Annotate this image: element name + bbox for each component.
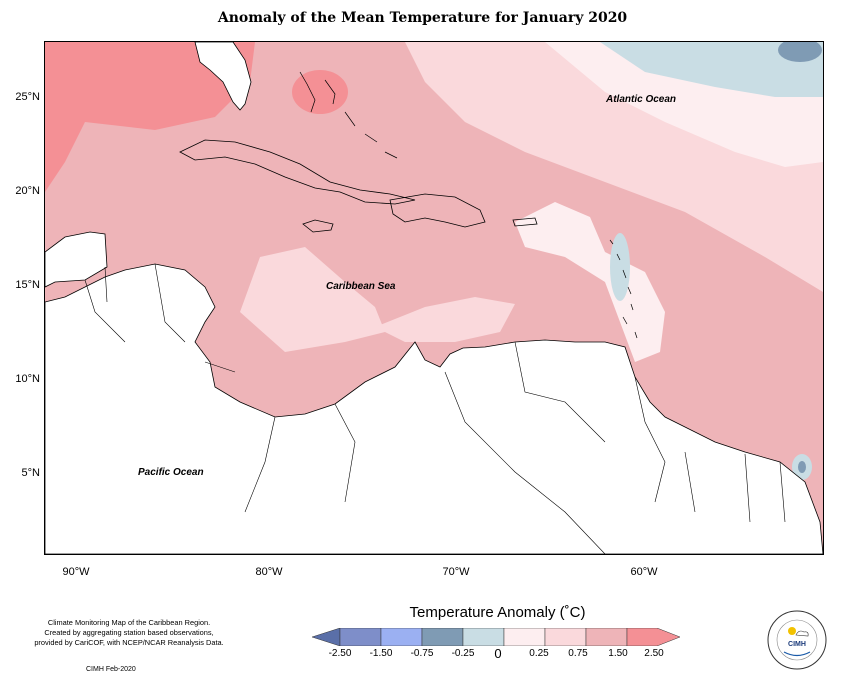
pacific-ocean-label: Pacific Ocean: [138, 467, 204, 478]
legend-swatch-7: [585, 628, 628, 646]
light-anomaly-central: [240, 247, 385, 352]
atlantic-ocean-label: Atlantic Ocean: [606, 94, 677, 105]
country-borders: [84, 263, 786, 554]
legend-swatch-1: [339, 628, 382, 646]
lesser-antilles-outline: [609, 239, 638, 339]
lon-tick-60w: 60°W: [630, 566, 658, 578]
legend-label-1: -1.50: [369, 648, 393, 659]
lat-tick-25n: 25°N: [15, 91, 40, 103]
legend-swatch-2: [380, 628, 423, 646]
credit-text: Climate Monitoring Map of the Caribbean …: [14, 618, 244, 648]
florida-landmass: [194, 42, 252, 111]
cooler-anomaly-atlantic: [778, 42, 822, 62]
legend-label-7: 1.50: [608, 648, 628, 659]
legend-swatch-4: [462, 628, 505, 646]
legend-label-8: 2.50: [644, 648, 664, 659]
legend-swatch-5: [503, 628, 546, 646]
hispaniola-outline: [389, 193, 486, 228]
strong-anomaly-bahamas: [292, 70, 348, 114]
legend-swatch-8: [626, 628, 681, 646]
logo-text: CIMH: [788, 641, 806, 648]
legend-label-4: 0: [494, 646, 502, 661]
cimh-logo: CIMH: [767, 610, 827, 670]
legend-swatch-6: [544, 628, 587, 646]
credit-line-3: provided by CariCOF, with NCEP/NCAR Rean…: [34, 638, 224, 647]
map-title: Anomaly of the Mean Temperature for Janu…: [217, 10, 628, 26]
legend-swatch-3: [421, 628, 464, 646]
lon-tick-80w: 80°W: [255, 566, 283, 578]
wave-icon: [783, 651, 811, 657]
legend-label-2: -0.75: [410, 648, 434, 659]
legend-label-0: -2.50: [328, 648, 352, 659]
legend-label-5: 0.25: [529, 648, 549, 659]
credit-line-2: Created by aggregating station based obs…: [44, 628, 214, 637]
central-south-america: [45, 263, 823, 554]
light-anomaly-antilles: [515, 202, 665, 362]
legend-swatch-0: [312, 628, 341, 646]
lat-tick-20n: 20°N: [15, 185, 40, 197]
credit-line-1: Climate Monitoring Map of the Caribbean …: [47, 618, 211, 627]
cooler-anomaly-guiana: [798, 461, 806, 473]
jamaica-outline: [302, 219, 334, 233]
lon-tick-70w: 70°W: [442, 566, 470, 578]
puerto-rico-outline: [512, 217, 538, 227]
cloud-icon: [795, 630, 809, 637]
cool-anomaly-atlantic: [600, 42, 823, 97]
legend-title: Temperature Anomaly (˚C): [409, 604, 586, 621]
strong-anomaly-gulf: [45, 42, 255, 192]
light-anomaly-south: [375, 297, 515, 342]
sun-icon: [788, 627, 796, 635]
anomaly-map: [45, 42, 823, 554]
caribbean-sea-label: Caribbean Sea: [326, 281, 396, 292]
cuba-outline: [179, 139, 416, 205]
legend-label-6: 0.75: [568, 648, 588, 659]
cool-anomaly-antilles: [610, 233, 630, 301]
bahamas-outline: [299, 71, 398, 159]
credit-date: CIMH Feb-2020: [86, 666, 136, 673]
legend-label-3: -0.25: [451, 648, 475, 659]
lat-tick-5n: 5°N: [21, 467, 40, 479]
lon-tick-90w: 90°W: [62, 566, 90, 578]
lat-tick-10n: 10°N: [15, 373, 40, 385]
lat-tick-15n: 15°N: [15, 279, 40, 291]
map-frame: [44, 41, 824, 555]
legend-colorbar: [312, 628, 681, 646]
